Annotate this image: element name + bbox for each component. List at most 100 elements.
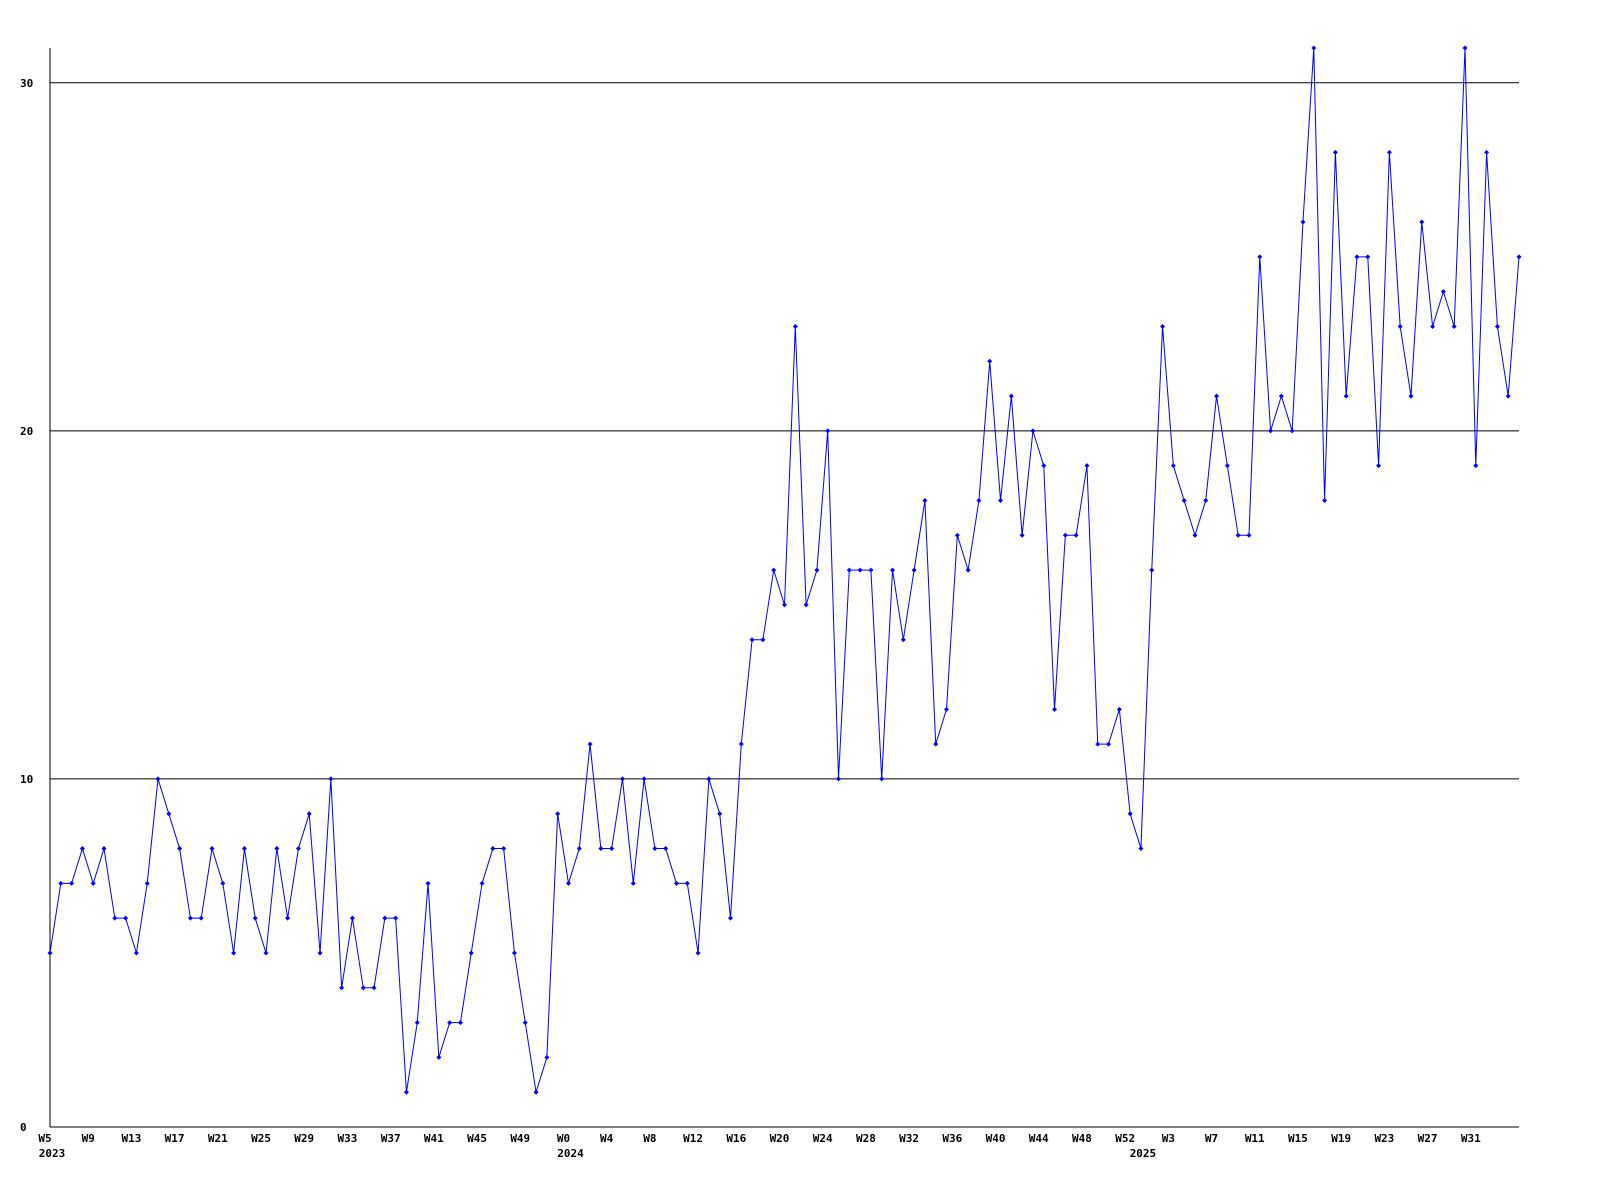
x-tick-label: W12: [683, 1132, 703, 1145]
data-point: [695, 950, 701, 956]
x-tick-label: W0: [557, 1132, 570, 1145]
data-point: [58, 880, 64, 886]
data-point: [727, 915, 733, 921]
x-tick-label: W29: [294, 1132, 314, 1145]
data-point: [619, 776, 625, 782]
x-tick-label: W4: [600, 1132, 614, 1145]
data-point: [836, 776, 842, 782]
x-tick-label: W31: [1461, 1132, 1481, 1145]
x-tick-label: W41: [424, 1132, 444, 1145]
data-point: [1473, 463, 1479, 469]
data-point: [565, 880, 571, 886]
data-point: [598, 846, 604, 852]
data-point: [879, 776, 885, 782]
x-tick-label: W11: [1245, 1132, 1265, 1145]
data-point: [425, 880, 431, 886]
data-point: [90, 880, 96, 886]
data-point: [825, 428, 831, 434]
x-tick-label: W37: [381, 1132, 401, 1145]
data-point: [1386, 149, 1392, 155]
data-point: [1376, 463, 1382, 469]
data-point: [630, 880, 636, 886]
data-point: [285, 915, 291, 921]
data-point: [360, 985, 366, 991]
data-point: [1397, 323, 1403, 329]
data-point: [1062, 532, 1068, 538]
data-point: [295, 846, 301, 852]
data-point: [782, 602, 787, 608]
data-point: [944, 706, 950, 712]
data-point: [69, 880, 75, 886]
data-point: [1192, 532, 1198, 538]
data-point: [1073, 532, 1079, 538]
data-point: [760, 637, 766, 643]
data-point: [1116, 706, 1122, 712]
x-tick-label: W21: [208, 1132, 228, 1145]
data-point: [1127, 811, 1133, 817]
x-tick-label: W32: [899, 1132, 919, 1145]
data-point: [231, 950, 237, 956]
data-point: [1095, 741, 1101, 747]
data-point: [544, 1054, 550, 1060]
data-point: [252, 915, 258, 921]
data-point: [1008, 393, 1014, 399]
data-point: [717, 811, 723, 817]
data-point: [263, 950, 269, 956]
data-point: [468, 950, 474, 956]
x-tick-label: W28: [856, 1132, 876, 1145]
data-point: [436, 1054, 442, 1060]
data-point: [1311, 45, 1317, 51]
data-point: [447, 1020, 453, 1026]
data-point: [79, 846, 85, 852]
data-point: [1430, 323, 1436, 329]
year-label: 2025: [1130, 1147, 1157, 1160]
x-tick-label: W49: [510, 1132, 530, 1145]
data-point: [198, 915, 204, 921]
y-tick-label: 0: [20, 1121, 27, 1134]
x-tick-label: W23: [1374, 1132, 1394, 1145]
data-point: [965, 567, 971, 573]
data-point: [241, 846, 247, 852]
data-point: [533, 1089, 539, 1095]
data-point: [987, 358, 993, 364]
x-tick-label: W7: [1205, 1132, 1218, 1145]
data-point: [954, 532, 960, 538]
data-point: [1019, 532, 1025, 538]
data-point: [1257, 254, 1263, 260]
x-tick-label: W5: [38, 1132, 51, 1145]
data-point: [101, 846, 107, 852]
data-point: [933, 741, 939, 747]
data-point: [1203, 497, 1209, 503]
x-tick-label: W25: [251, 1132, 271, 1145]
data-point: [1365, 254, 1371, 260]
data-point: [1419, 219, 1425, 225]
data-point: [414, 1020, 420, 1026]
x-tick-label: W52: [1115, 1132, 1135, 1145]
data-point: [187, 915, 193, 921]
data-point: [814, 567, 820, 573]
data-point: [155, 776, 161, 782]
data-point: [1235, 532, 1241, 538]
data-point: [47, 950, 53, 956]
data-point: [490, 846, 496, 852]
data-point: [501, 846, 507, 852]
x-tick-label: W8: [643, 1132, 656, 1145]
x-tick-label: W20: [770, 1132, 790, 1145]
data-point: [1170, 463, 1176, 469]
data-point: [1268, 428, 1274, 434]
data-point: [1181, 497, 1187, 503]
y-tick-label: 30: [20, 77, 33, 90]
data-point: [1462, 45, 1468, 51]
data-point: [738, 741, 744, 747]
year-label: 2024: [557, 1147, 584, 1160]
data-point: [1138, 846, 1144, 852]
data-point: [587, 741, 593, 747]
x-tick-label: W40: [986, 1132, 1006, 1145]
data-point: [706, 776, 712, 782]
data-point: [522, 1020, 528, 1026]
data-point: [609, 846, 615, 852]
data-point: [1343, 393, 1349, 399]
data-point: [1322, 497, 1328, 503]
data-point: [349, 915, 355, 921]
